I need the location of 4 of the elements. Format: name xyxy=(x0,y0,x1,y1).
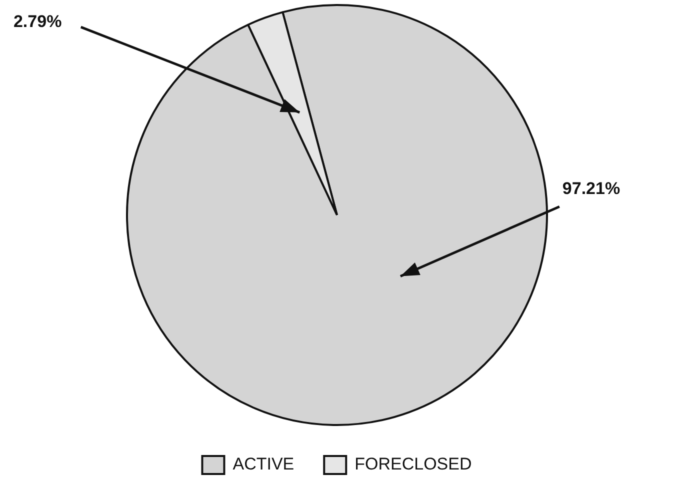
legend-label: FORECLOSED xyxy=(354,454,472,474)
legend-label: ACTIVE xyxy=(232,454,294,474)
data-label: 2.79% xyxy=(13,12,62,31)
data-label: 97.21% xyxy=(562,179,620,198)
